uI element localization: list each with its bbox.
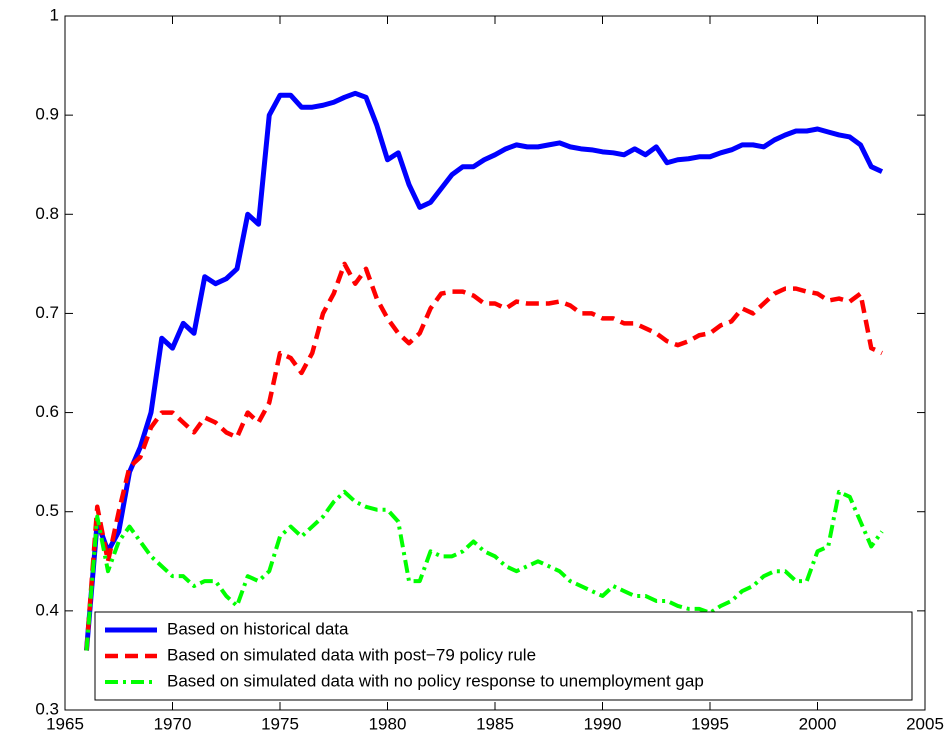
x-tick-label: 1970 — [154, 714, 192, 733]
y-tick-label: 1 — [50, 5, 59, 24]
y-tick-label: 0.9 — [35, 105, 59, 124]
axes-frame — [64, 15, 926, 711]
x-tick-label: 1975 — [261, 714, 299, 733]
y-tick-label: 0.7 — [35, 303, 59, 322]
series-line — [84, 489, 884, 651]
y-tick-label: 0.5 — [35, 501, 59, 520]
plot-area — [65, 16, 925, 710]
legend-label: Based on simulated data with no policy r… — [167, 671, 704, 690]
x-tick-label: 1995 — [691, 714, 729, 733]
x-tick-label: 1985 — [476, 714, 514, 733]
legend-label: Based on simulated data with post−79 pol… — [167, 645, 536, 664]
x-tick-label: 1990 — [584, 714, 622, 733]
series-line — [84, 261, 883, 651]
x-tick-label: 1965 — [46, 714, 84, 733]
x-tick-label: 2005 — [906, 714, 944, 733]
x-tick-label: 1980 — [369, 714, 407, 733]
x-tick-label: 2000 — [799, 714, 837, 733]
y-tick-label: 0.6 — [35, 402, 59, 421]
legend-label: Based on historical data — [167, 619, 349, 638]
legend-box — [94, 611, 913, 701]
y-tick-label: 0.3 — [35, 699, 59, 718]
series-line — [84, 90, 884, 651]
legend: Based on historical data Based on simulat… — [94, 611, 913, 701]
y-tick-label: 0.4 — [35, 600, 59, 619]
y-tick-label: 0.8 — [35, 204, 59, 223]
